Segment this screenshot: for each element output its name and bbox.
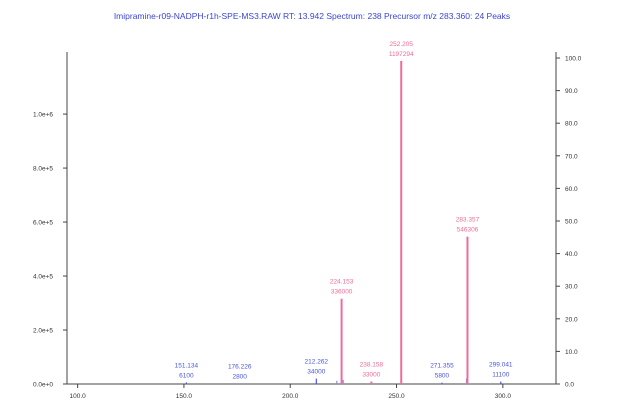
peak-intensity-label: 33000 [362, 372, 380, 379]
y-tick-label-right: 50.0 [565, 219, 578, 226]
y-tick-label-left: 2.0e+5 [33, 328, 53, 335]
peak-intensity-label: 546306 [457, 227, 479, 234]
x-tick-label: 200.0 [282, 393, 299, 400]
peak-mz-label: 238.158 [360, 362, 384, 369]
y-tick-label-left: 0.0e+0 [33, 382, 53, 389]
x-tick-label: 250.0 [388, 393, 405, 400]
peak-intensity-label: 336000 [331, 289, 353, 296]
y-tick-label-right: 70.0 [565, 153, 578, 160]
y-tick-label-right: 10.0 [565, 349, 578, 356]
peak-intensity-label: 2800 [232, 373, 247, 380]
y-tick-label-right: 90.0 [565, 88, 578, 95]
peak-intensity-label: 1197294 [389, 51, 414, 58]
peak-intensity-label: 6100 [179, 372, 194, 379]
y-tick-label-right: 40.0 [565, 251, 578, 258]
peak-intensity-label: 11100 [492, 372, 509, 379]
y-tick-label-right: 60.0 [565, 186, 578, 193]
peak-mz-label: 151.134 [175, 362, 199, 369]
peak-mz-label: 224.153 [330, 279, 354, 286]
y-tick-label-left: 6.0e+5 [33, 220, 53, 227]
y-tick-label-right: 100.0 [565, 56, 582, 63]
y-tick-label-right: 20.0 [565, 316, 578, 323]
axes: 100.0 150.0 200.0 250.0 300.0 0.0e+0 2.0e+5 4.0… [33, 52, 582, 400]
x-tick-label: 100.0 [69, 393, 86, 400]
y-tick-label-right: 30.0 [565, 284, 578, 291]
y-tick-label-left: 8.0e+5 [33, 166, 53, 173]
peak-mz-label: 176.226 [228, 363, 252, 370]
y-tick-label-left: 4.0e+5 [33, 274, 53, 281]
peak-marks: 151.134 6100 176.226 2800 212.262 34000 224.15… [175, 41, 513, 384]
peak-mz-label: 283.357 [456, 217, 480, 224]
y-tick-label-right: 0.0 [565, 382, 574, 389]
y-tick-label-right: 80.0 [565, 121, 578, 128]
peak-intensity-label: 5800 [435, 373, 450, 380]
peak-intensity-label: 34000 [307, 369, 325, 376]
peak-mz-label: 299.041 [489, 362, 513, 369]
chart-title: Imipramine-r09-NADPH-r1h-SPE-MS3.RAW RT:… [114, 11, 510, 21]
x-tick-label: 150.0 [176, 393, 193, 400]
peak-mz-label: 212.262 [305, 359, 329, 366]
x-tick-label: 300.0 [495, 393, 512, 400]
peak-mz-label: 252.205 [389, 41, 413, 48]
peak-mz-label: 271.355 [430, 363, 454, 370]
y-tick-label-left: 1.0e+6 [33, 112, 53, 119]
